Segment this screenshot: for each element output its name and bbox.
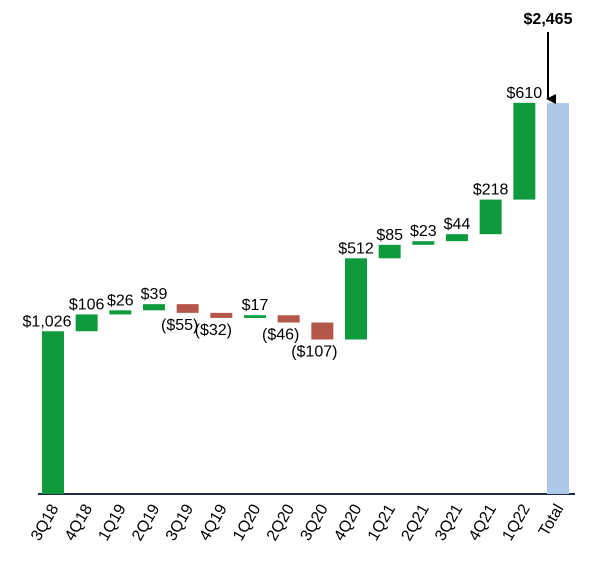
value-label: ($107): [291, 344, 337, 361]
value-label: $512: [338, 240, 374, 257]
x-tick-label: 1Q21: [365, 501, 399, 543]
value-label: $610: [507, 85, 543, 102]
total-label: $2,465: [524, 11, 573, 28]
x-tick-label: 1Q19: [96, 501, 130, 543]
x-tick-label: 2Q20: [264, 501, 298, 543]
bar: [446, 234, 468, 242]
bar: [277, 315, 300, 323]
x-tick: 1Q22: [500, 501, 534, 543]
x-tick-label: 3Q19: [163, 501, 197, 543]
value-label: ($55): [161, 317, 198, 334]
x-tick: 2Q20: [264, 501, 298, 543]
x-tick: 2Q21: [399, 501, 433, 543]
x-tick: 4Q19: [197, 501, 231, 543]
value-label: $218: [473, 182, 509, 199]
x-tick-label: 1Q20: [230, 501, 264, 543]
bar: [244, 315, 266, 318]
bar: [412, 241, 435, 245]
value-label: $106: [69, 296, 105, 313]
x-tick-label: Total: [536, 502, 568, 540]
bar: [143, 304, 165, 311]
bar: [311, 322, 334, 340]
x-tick: 3Q21: [432, 501, 466, 543]
value-label: $26: [107, 292, 134, 309]
x-tick: 3Q20: [298, 501, 332, 543]
value-label: $44: [444, 216, 471, 233]
value-label: $1,026: [23, 313, 72, 330]
x-tick-label: 4Q20: [331, 501, 365, 543]
x-tick: 4Q18: [62, 501, 96, 543]
bar: [345, 258, 367, 340]
value-label: $23: [410, 223, 437, 240]
x-tick-label: 4Q18: [62, 501, 96, 543]
bar: [109, 310, 132, 315]
x-tick: 3Q18: [28, 501, 62, 543]
value-label: $39: [141, 286, 168, 303]
bar: [42, 331, 64, 494]
x-tick-label: 2Q21: [399, 501, 433, 543]
x-tick-label: 3Q20: [298, 501, 332, 543]
x-tick-label: 3Q21: [432, 501, 466, 543]
value-label: $85: [376, 227, 403, 244]
x-tick-label: 4Q21: [466, 501, 500, 543]
x-tick: 3Q19: [163, 501, 197, 543]
x-tick-label: 2Q19: [129, 501, 163, 543]
bar: [378, 244, 401, 259]
x-tick: 4Q20: [331, 501, 365, 543]
x-tick: 1Q21: [365, 501, 399, 543]
value-label: $17: [242, 297, 269, 314]
bar: [547, 103, 569, 494]
x-tick: 2Q19: [129, 501, 163, 543]
value-label: ($32): [195, 322, 232, 339]
x-tick: 4Q21: [466, 501, 500, 543]
value-label: ($46): [262, 327, 299, 344]
x-tick-label: 1Q22: [500, 501, 534, 543]
x-tick: 1Q19: [96, 501, 130, 543]
x-tick-label: 3Q18: [28, 501, 62, 543]
bar: [210, 312, 233, 318]
x-tick: 1Q20: [230, 501, 264, 543]
bar: [479, 199, 502, 235]
bar: [513, 102, 536, 200]
x-tick: Total: [536, 502, 568, 540]
bar: [176, 304, 199, 313]
bar: [75, 314, 98, 332]
x-tick-label: 4Q19: [197, 501, 231, 543]
